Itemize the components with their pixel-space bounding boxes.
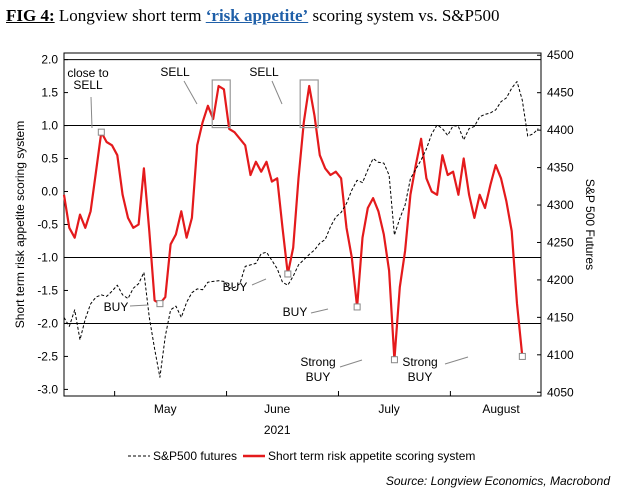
annotation-marker	[518, 352, 526, 360]
x-axis-tick-label: July	[378, 402, 399, 416]
figure-title-suffix: scoring system vs. S&P500	[308, 6, 500, 25]
risk-appetite-line	[62, 84, 524, 361]
legend-label-risk-appetite: Short term risk appetite scoring system	[268, 449, 475, 463]
left-axis-title: Short term risk appetite scoring system	[13, 121, 27, 328]
x-axis-tick-label: June	[264, 402, 290, 416]
left-axis-tick-label: 0.5	[41, 152, 58, 166]
figure-number: FIG 4:	[6, 6, 55, 25]
annotation-label: SELL	[160, 65, 190, 79]
x-axis-tick-label: August	[482, 402, 520, 416]
annotation-marker	[390, 356, 398, 364]
annotation-leader	[129, 304, 149, 307]
right-axis-tick-label: 4150	[547, 310, 574, 324]
x-axis-tick-label: May	[154, 402, 177, 416]
x-axis-label: 2021	[264, 423, 291, 437]
left-axis-tick-label: 1.0	[41, 119, 58, 133]
annotation-leader	[310, 308, 329, 314]
right-axis-tick-label: 4300	[547, 198, 574, 212]
left-axis-tick-label: -2.0	[37, 316, 58, 330]
annotation-leader	[339, 359, 363, 368]
annotation-leader	[251, 278, 267, 286]
figure-title-text: Longview short term	[58, 6, 206, 25]
annotation-box	[299, 79, 319, 129]
left-axis-tick-label: -1.5	[37, 283, 58, 297]
left-axis-tick-label: 0.0	[41, 185, 58, 199]
annotation-marker	[156, 300, 164, 308]
annotation-label: BUY	[104, 300, 129, 314]
annotation-label: BUY	[306, 370, 331, 384]
left-axis-tick-label: -1.0	[37, 250, 58, 264]
figure-title: FIG 4: Longview short term ‘risk appetit…	[6, 6, 499, 26]
right-axis-tick-label: 4050	[547, 385, 574, 399]
left-axis-tick-label: -2.5	[37, 349, 58, 363]
right-axis-tick-label: 4400	[547, 123, 574, 137]
annotation-label: close to	[67, 66, 109, 80]
right-axis-tick-label: 4500	[547, 48, 574, 62]
left-axis-tick-label: 1.5	[41, 86, 58, 100]
annotation-leader	[444, 356, 469, 365]
left-axis-tick-label: -0.5	[37, 218, 58, 232]
left-axis-tick-label: 2.0	[41, 53, 58, 67]
annotation-leader	[271, 80, 283, 105]
figure-title-highlight: ‘risk appetite’	[205, 6, 309, 25]
annotation-marker	[97, 128, 105, 136]
right-axis-tick-label: 4250	[547, 235, 574, 249]
annotation-label: Strong	[402, 355, 437, 369]
annotation-marker	[353, 303, 361, 311]
annotation-marker	[284, 270, 292, 278]
left-axis-tick-label: -3.0	[37, 382, 58, 396]
annotation-label: SELL	[249, 65, 279, 79]
source-note: Source: Longview Economics, Macrobond	[385, 474, 610, 488]
annotation-box	[211, 79, 231, 129]
sp500-futures-line	[63, 81, 539, 378]
annotation-label: SELL	[73, 78, 103, 92]
annotation-label: BUY	[283, 305, 308, 319]
right-axis-tick-label: 4100	[547, 348, 574, 362]
annotation-leader	[183, 80, 198, 105]
right-axis-title: S&P 500 Futures	[583, 179, 597, 270]
annotation-leader	[90, 96, 93, 129]
annotation-label: Strong	[300, 355, 335, 369]
right-axis-tick-label: 4450	[547, 86, 574, 100]
annotation-label: BUY	[408, 370, 433, 384]
plot-frame	[63, 52, 542, 397]
annotation-label: BUY	[223, 280, 248, 294]
legend-label-sp500: S&P500 futures	[153, 449, 237, 463]
right-axis-tick-label: 4350	[547, 161, 574, 175]
right-axis-tick-label: 4200	[547, 273, 574, 287]
